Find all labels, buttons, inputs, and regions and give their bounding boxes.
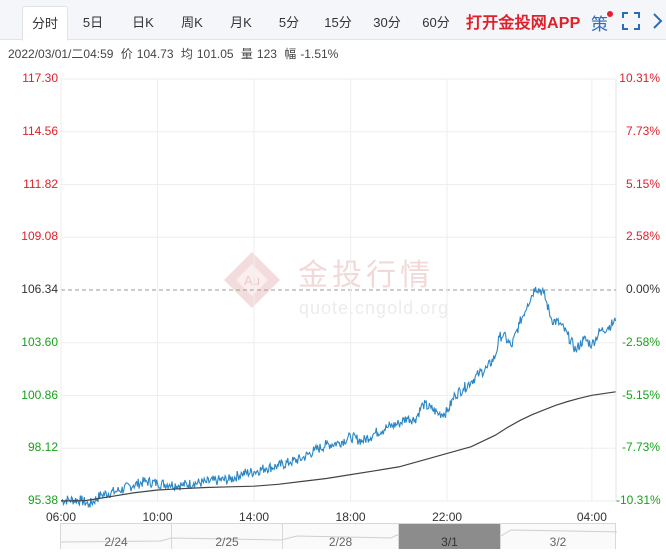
tab-5day[interactable]: 5日 xyxy=(82,15,104,30)
y-tick-label-left: 117.30 xyxy=(22,71,58,85)
tab-monthly-k[interactable]: 月K xyxy=(230,15,252,30)
tab-weekly-k[interactable]: 周K xyxy=(181,15,203,30)
x-tick-label: 14:00 xyxy=(239,510,270,524)
change-label: 幅 xyxy=(284,47,297,61)
y-tick-label-left: 106.34 xyxy=(21,282,58,296)
navigator-day-0225[interactable]: 2/25 xyxy=(172,524,283,549)
navigator-day-0228[interactable]: 2/28 xyxy=(283,524,399,549)
avg-label: 均 xyxy=(180,47,193,61)
watermark-title: 金投行情 xyxy=(298,259,434,292)
tab-intraday[interactable]: 分时 xyxy=(22,6,68,41)
y-tick-label-left: 111.82 xyxy=(23,176,58,191)
notification-dot xyxy=(607,11,613,17)
x-tick-label: 18:00 xyxy=(335,510,366,524)
open-app-link[interactable]: 打开金投网APP xyxy=(466,15,581,32)
quote-info-line: 2022/03/01/二04:59 价 104.73 均 101.05 量 123 幅… xyxy=(8,45,342,62)
y-tick-label-left: 95.38 xyxy=(27,493,58,507)
fullscreen-icon[interactable] xyxy=(622,12,640,30)
quote-datetime: 2022/03/01/二04:59 xyxy=(8,47,114,61)
tab-5min[interactable]: 5分 xyxy=(278,15,300,30)
y-tick-label-right: -10.31% xyxy=(616,493,661,507)
tab-daily-k[interactable]: 日K xyxy=(132,15,154,30)
x-tick-label: 06:00 xyxy=(45,510,77,524)
watermark-logo: Au xyxy=(224,252,280,308)
y-tick-label-left: 100.86 xyxy=(21,387,58,402)
strategy-icon[interactable]: 策 xyxy=(591,15,608,34)
watermark-url: quote.cngold.org xyxy=(299,298,450,318)
navigator-day-0301[interactable]: 3/1 xyxy=(399,524,501,549)
y-tick-label-left: 109.08 xyxy=(21,229,58,244)
x-tick-label: 10:00 xyxy=(142,510,173,524)
average-series-line xyxy=(60,391,616,502)
tab-15min[interactable]: 15分 xyxy=(324,15,352,30)
svg-text:Au: Au xyxy=(244,273,260,288)
collapse-arrow-icon[interactable] xyxy=(651,12,663,30)
price-series-line xyxy=(61,286,617,509)
y-tick-label-right: -2.58% xyxy=(621,334,660,349)
navigator-sparkline xyxy=(61,529,617,543)
price-label: 价 xyxy=(120,47,133,61)
y-tick-label-left: 98.12 xyxy=(27,440,58,455)
y-tick-label-right: 2.58% xyxy=(625,229,660,244)
date-navigator: 2/24 2/25 2/28 3/1 3/2 xyxy=(60,523,617,549)
y-tick-label-right: 10.31% xyxy=(619,71,660,85)
y-tick-label-left: 114.56 xyxy=(22,123,58,138)
navigator-day-0302[interactable]: 3/2 xyxy=(549,535,567,549)
price-value: 104.73 xyxy=(136,47,174,61)
y-tick-label-right: -5.15% xyxy=(621,387,660,402)
change-value: -1.51% xyxy=(300,47,339,61)
x-tick-label: 22:00 xyxy=(432,510,463,524)
y-tick-label-right: -7.73% xyxy=(621,440,660,455)
period-tab-bar: 分时 5日 日K 周K 月K 5分 15分 30分 60分 打开金投网APP 策 xyxy=(0,0,666,41)
y-tick-label-right: 5.15% xyxy=(625,176,660,191)
y-tick-label-right: 7.73% xyxy=(625,123,660,138)
volume-value: 123 xyxy=(256,47,277,61)
tab-60min[interactable]: 60分 xyxy=(422,15,450,30)
volume-label: 量 xyxy=(240,47,253,61)
avg-value: 101.05 xyxy=(196,47,234,61)
y-tick-label-right: 0.00% xyxy=(625,282,660,296)
navigator-day-0224[interactable]: 2/24 xyxy=(61,524,172,549)
x-tick-label: 04:00 xyxy=(576,510,607,524)
y-tick-label-left: 103.60 xyxy=(21,334,58,349)
tab-30min[interactable]: 30分 xyxy=(373,15,401,30)
